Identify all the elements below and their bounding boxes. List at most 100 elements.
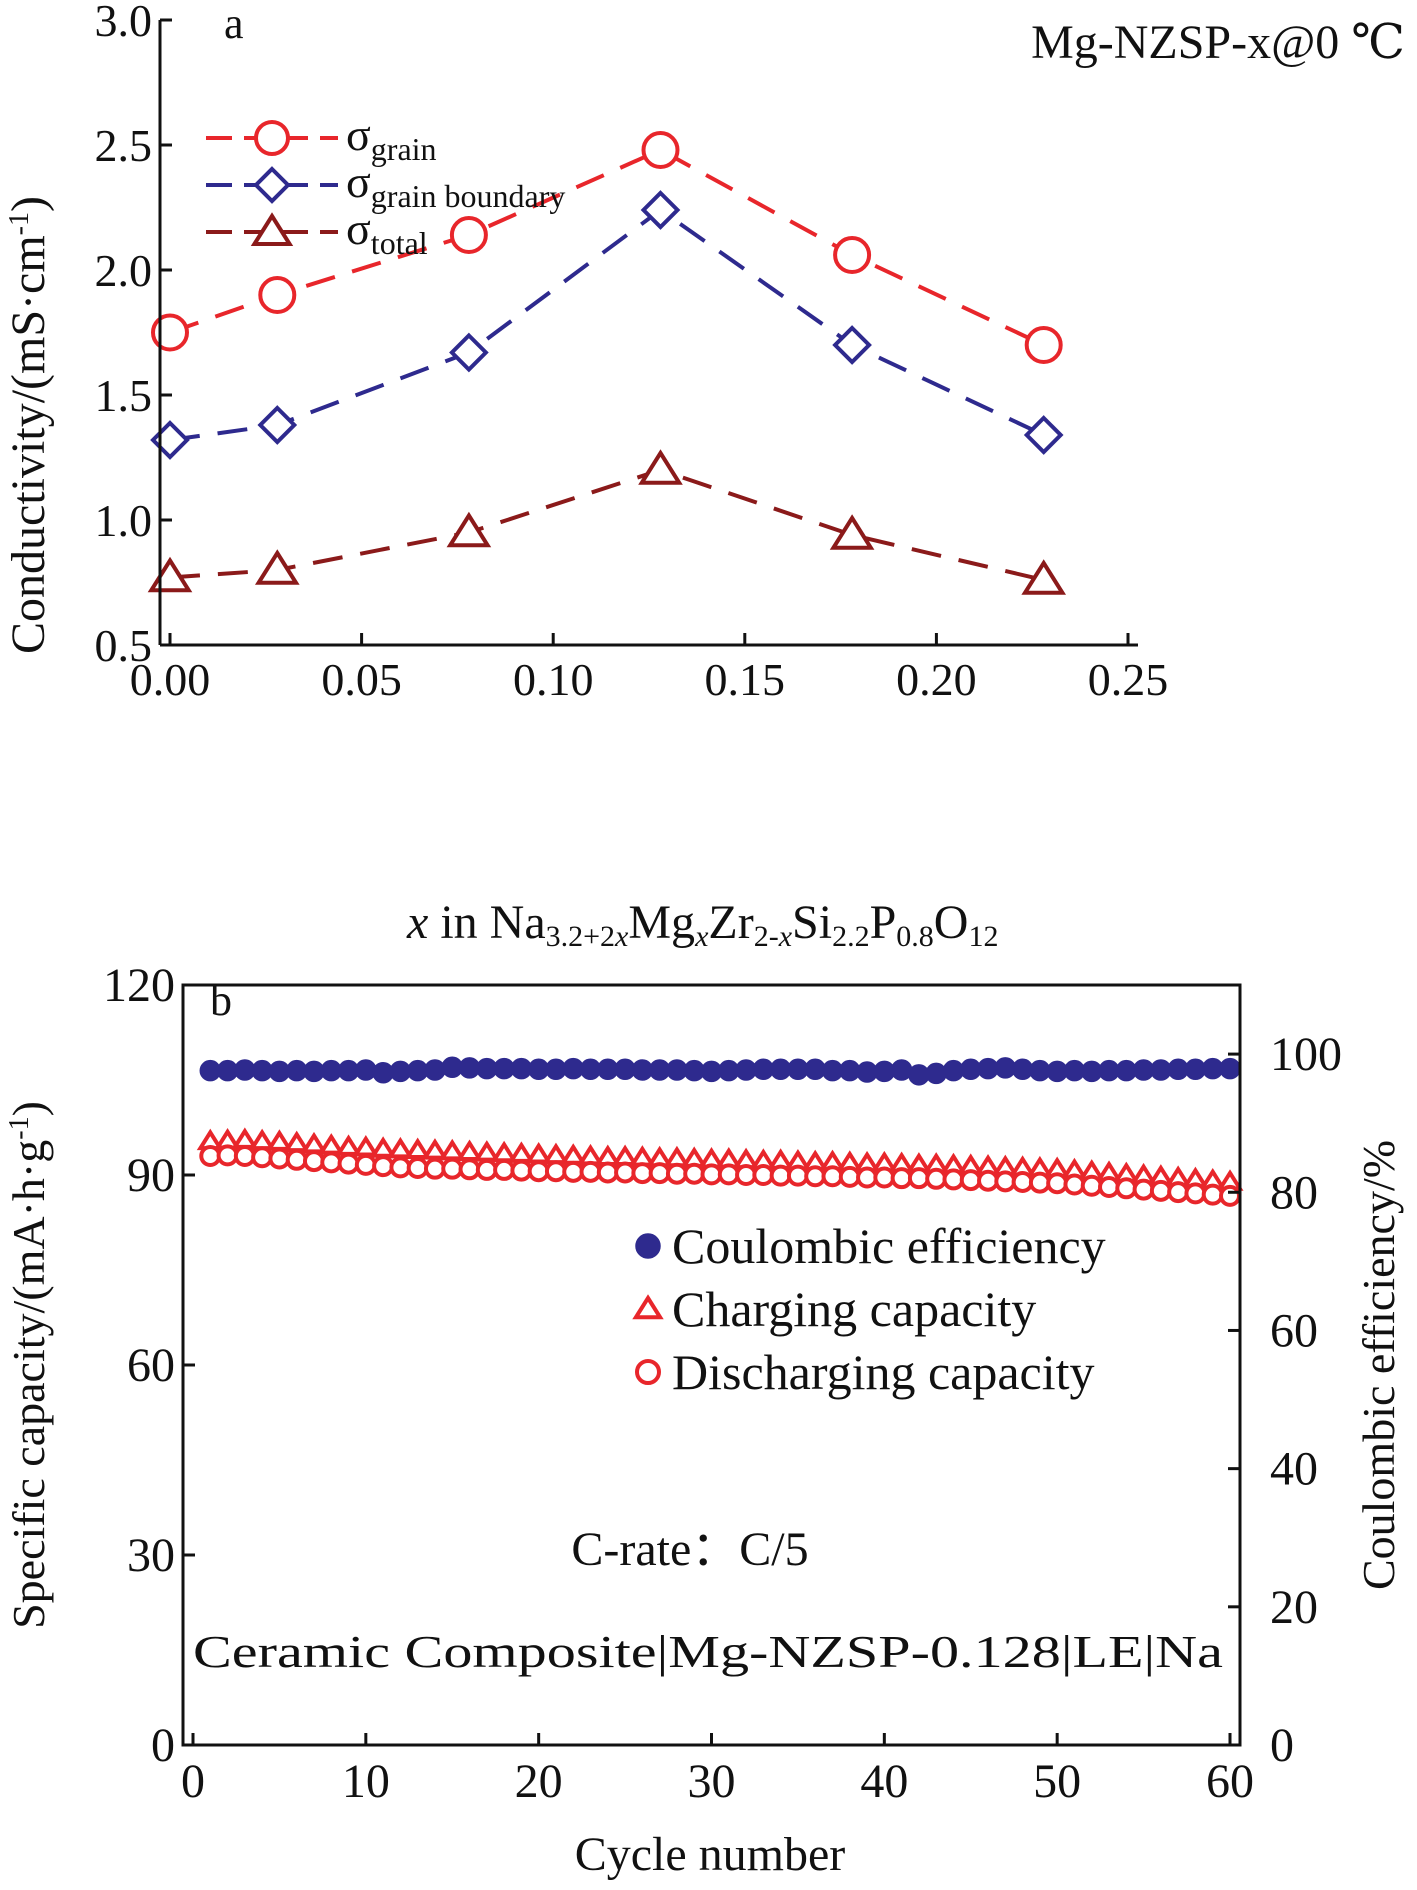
panel-a-series-line [169, 467, 1045, 582]
panel-b-data-point [320, 1151, 343, 1174]
panel-a-x-tick-label: 0.10 [513, 654, 594, 705]
panel-b-data-point [579, 1160, 602, 1183]
panel-b-data-point [1132, 1178, 1155, 1201]
panel-b-data-point [510, 1159, 533, 1182]
panel-b-data-point [337, 1152, 360, 1175]
panel-b-legend-marker [635, 1359, 661, 1385]
panel-a-data-point [150, 420, 190, 460]
panel-a-data-point [641, 131, 680, 169]
panel-b-y-axis-label: Specific capacity/(mA·h·g-1) [3, 1101, 54, 1629]
panel-b-y2-tick-label: 100 [1270, 1028, 1342, 1081]
panel-a-y-tick-label: 2.5 [95, 120, 153, 171]
panel-b-data-point [285, 1148, 308, 1171]
panel-b-data-point [752, 1164, 775, 1186]
panel-b-data-point [268, 1147, 291, 1170]
panel-a-data-point [446, 511, 492, 548]
panel-a-y-tick-label: 1.5 [95, 370, 153, 421]
panel-a-x-tick-label: 0.05 [321, 654, 402, 705]
panel-b-y-tick-label: 0 [151, 1719, 175, 1772]
panel-b-data-point [441, 1157, 464, 1180]
panel-b-data-point [233, 1145, 256, 1167]
panel-b-y2-tick-label: 20 [1270, 1581, 1318, 1634]
panel-a-legend-marker [254, 120, 290, 156]
panel-a-chart: 0.00 0.05 0.10 0.15 0.20 0.25 0.5 1.0 1.5 2.0 2.5 3… [2, 0, 1405, 953]
panel-b-data-point [717, 1163, 740, 1186]
panel-b-x-tick-label: 10 [342, 1755, 390, 1808]
panel-a-series-line [169, 147, 1045, 347]
panel-a-data-point [829, 514, 875, 550]
panel-a-legend-marker [250, 212, 294, 246]
panel-a-y-tick-label: 3.0 [95, 0, 153, 46]
panel-a-annotation: Mg-NZSP-x@0 ℃ [1031, 16, 1405, 69]
panel-a-data-point [449, 216, 488, 254]
panel-a-series-circle [151, 131, 1063, 364]
panel-b-legend-marker [635, 1233, 661, 1259]
panel-a-data-point [449, 332, 489, 373]
panel-b-data-point [1149, 1179, 1172, 1202]
panel-b-y2-tick-label: 60 [1270, 1304, 1318, 1357]
panel-b-y2-axis-label: Coulombic efficiency/% [1353, 1140, 1404, 1590]
panel-a-y-axis-label: Conductivity/(mS·cm-1) [2, 196, 55, 654]
panel-a-data-point [1024, 326, 1063, 364]
panel-b-data-point [1201, 1183, 1224, 1206]
panel-b-data-point [1046, 1172, 1069, 1195]
panel-b-data-point [302, 1150, 325, 1173]
panel-b-data-point [1184, 1182, 1207, 1205]
panel-b-data-point [406, 1157, 429, 1180]
panel-b-y2-tick-label: 80 [1270, 1166, 1318, 1219]
panel-a-data-point [1021, 559, 1067, 595]
panel-b-data-point [873, 1166, 896, 1189]
panel-a-label: a [224, 0, 244, 48]
panel-b-data-point [1219, 1057, 1241, 1080]
panel-b-data-point [959, 1169, 982, 1192]
panel-a-data-point [254, 549, 300, 585]
panel-b-data-point [977, 1169, 1000, 1192]
panel-a-legend-label: σgrain [346, 109, 437, 167]
panel-a-series-triangle [147, 449, 1067, 595]
panel-b-legend-label: Charging capacity [672, 1281, 1036, 1337]
panel-b-data-point [925, 1167, 948, 1190]
panel-b-data-point [1080, 1174, 1103, 1197]
panel-b-x-tick-label: 30 [688, 1755, 736, 1808]
panel-a-y-tick-label: 2.0 [95, 245, 153, 296]
panel-b-data-point [907, 1167, 930, 1190]
panel-a-data-point [832, 325, 872, 365]
panel-a-x-tick-label: 0.20 [896, 654, 977, 705]
panel-b-data-point [1219, 1184, 1241, 1207]
panel-a-x-axis-label: x in Na3.2+2xMgxZr2-xSi2.2P0.8O12 [406, 896, 998, 953]
panel-b-x-tick-label: 0 [181, 1755, 205, 1808]
panel-b-data-point [838, 1165, 861, 1188]
panel-b-data-point [821, 1165, 844, 1188]
panel-b-data-point [544, 1160, 567, 1183]
panel-b-series-filled-circle [199, 1056, 1241, 1086]
panel-b-data-point [372, 1155, 395, 1178]
panel-b-data-point [458, 1158, 481, 1181]
panel-a-data-point [257, 405, 298, 445]
panel-a-legend-label: σtotal [346, 203, 428, 261]
panel-b-data-point [1167, 1181, 1190, 1204]
panel-a-data-point [638, 449, 683, 485]
panel-b-x-tick-label: 20 [515, 1755, 563, 1808]
panel-b-x-tick-label: 60 [1206, 1755, 1254, 1808]
panel-a-x-tick-label: 0.25 [1088, 654, 1169, 705]
panel-b-legend-label: Discharging capacity [672, 1344, 1095, 1400]
panel-b-data-point [942, 1168, 965, 1191]
panel-b-label: b [210, 976, 232, 1025]
panel-b-data-point [1028, 1171, 1051, 1194]
panel-a-data-point [1023, 415, 1064, 455]
panel-a-data-point [640, 190, 681, 230]
panel-b-data-point [231, 1127, 259, 1149]
panel-b-data-point [1115, 1177, 1138, 1200]
panel-a-series-line [169, 207, 1045, 442]
panel-b-legend-label: Coulombic efficiency [672, 1218, 1106, 1274]
panel-b-y-tick-label: 30 [127, 1529, 175, 1582]
panel-b-data-point [1011, 1170, 1034, 1193]
panel-b-data-point [265, 1129, 293, 1151]
panel-a-legend-marker [253, 166, 291, 204]
panel-b-data-point [1098, 1176, 1121, 1199]
panel-b-data-point [614, 1161, 637, 1184]
panel-b-data-point [493, 1158, 516, 1181]
panel-a-data-point [151, 313, 189, 352]
panel-b-data-point [786, 1164, 809, 1187]
panel-a-legend-label: σgrain boundary [346, 156, 565, 214]
